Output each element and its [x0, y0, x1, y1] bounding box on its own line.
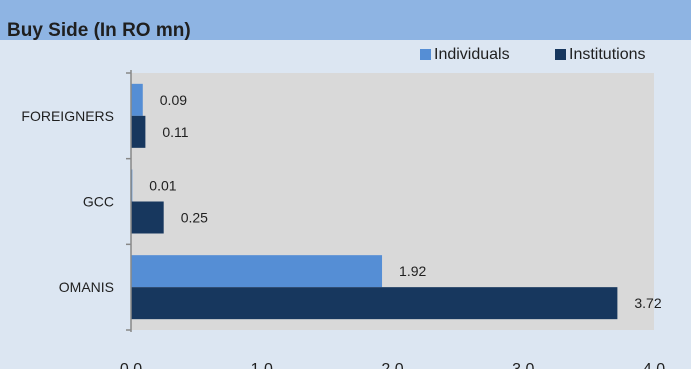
bar-foreigners-0 [131, 83, 143, 116]
category-label-foreigners: FOREIGNERS [21, 108, 114, 124]
chart-title: Buy Side (In RO mn) [7, 20, 191, 41]
x-tick-label-2: 2.0 [381, 361, 403, 369]
title-bar: Buy Side (In RO mn) [0, 0, 691, 41]
x-tick-label-3: 3.0 [512, 361, 534, 369]
data-label-foreigners-1: 0.11 [162, 124, 188, 140]
data-label-gcc-0: 0.01 [149, 178, 176, 194]
x-tick-label-4: 4.0 [643, 361, 665, 369]
bar-foreigners-1 [131, 115, 146, 148]
data-label-gcc-1: 0.25 [181, 210, 208, 226]
data-label-omanis-0: 1.92 [399, 263, 426, 279]
legend-label-0: Individuals [434, 46, 510, 63]
legend-swatch-0 [420, 49, 431, 60]
legend-label-1: Institutions [569, 46, 645, 63]
category-label-gcc: GCC [83, 194, 114, 210]
bar-omanis-1 [131, 287, 618, 320]
data-label-omanis-1: 3.72 [634, 295, 661, 311]
bar-omanis-0 [131, 255, 383, 288]
bar-gcc-1 [131, 201, 164, 234]
data-label-foreigners-0: 0.09 [160, 92, 187, 108]
legend-swatch-1 [555, 49, 566, 60]
category-label-omanis: OMANIS [59, 279, 114, 295]
x-tick-label-0: 0.0 [120, 361, 142, 369]
x-tick-label-1: 1.0 [251, 361, 273, 369]
